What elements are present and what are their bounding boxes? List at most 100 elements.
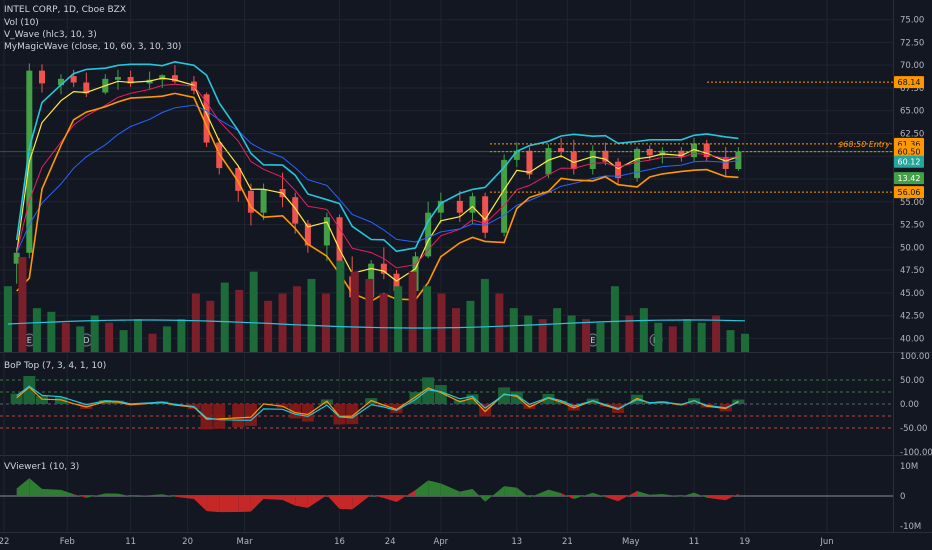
candle[interactable] bbox=[735, 151, 742, 169]
volume-bar[interactable] bbox=[741, 333, 749, 352]
volume-bar[interactable] bbox=[134, 319, 143, 352]
volume-bar[interactable] bbox=[278, 293, 287, 352]
candle[interactable] bbox=[304, 223, 311, 246]
volume-bar[interactable] bbox=[119, 330, 128, 352]
candle[interactable] bbox=[83, 82, 90, 94]
candle[interactable] bbox=[526, 150, 533, 175]
candle[interactable] bbox=[57, 78, 64, 86]
candle[interactable] bbox=[678, 150, 685, 158]
volume-bar[interactable] bbox=[336, 260, 345, 352]
volume-bar[interactable] bbox=[32, 308, 41, 352]
candle[interactable] bbox=[703, 143, 710, 158]
volume-bar[interactable] bbox=[249, 271, 258, 352]
bop-panel[interactable] bbox=[0, 376, 893, 430]
candle[interactable] bbox=[235, 168, 242, 191]
candle[interactable] bbox=[425, 212, 432, 257]
volume-bar[interactable] bbox=[220, 282, 229, 352]
volume-bar[interactable] bbox=[712, 315, 721, 352]
vwave-legend[interactable]: V_Wave (hlc3, 10, 3) bbox=[4, 30, 97, 40]
volume-bar[interactable] bbox=[466, 300, 475, 352]
volume-bar[interactable] bbox=[596, 322, 605, 352]
vviewer-panel[interactable] bbox=[0, 478, 893, 513]
candle[interactable] bbox=[159, 75, 166, 80]
volume-bar[interactable] bbox=[654, 322, 663, 352]
candle[interactable] bbox=[501, 159, 508, 233]
volume-bar[interactable] bbox=[18, 257, 27, 352]
volume-bar[interactable] bbox=[61, 322, 70, 352]
bop-legend[interactable]: BoP Top (7, 3, 4, 1, 10) bbox=[4, 361, 106, 371]
candle[interactable] bbox=[38, 70, 45, 84]
candle[interactable] bbox=[589, 150, 596, 169]
candle[interactable] bbox=[570, 151, 577, 169]
volume-bar[interactable] bbox=[495, 293, 504, 352]
candle[interactable] bbox=[691, 143, 698, 158]
volume-bar[interactable] bbox=[683, 319, 692, 352]
candle[interactable] bbox=[437, 200, 444, 213]
volume-bar[interactable] bbox=[538, 319, 547, 352]
candle[interactable] bbox=[659, 150, 666, 156]
volume-bar[interactable] bbox=[206, 300, 215, 352]
candle[interactable] bbox=[380, 263, 387, 274]
volume-bar[interactable] bbox=[76, 326, 85, 352]
candle[interactable] bbox=[513, 150, 520, 160]
candle[interactable] bbox=[70, 76, 77, 83]
candle[interactable] bbox=[323, 217, 330, 246]
volume-bar[interactable] bbox=[379, 293, 388, 352]
volume-bar[interactable] bbox=[639, 308, 648, 352]
candle[interactable] bbox=[393, 273, 400, 291]
volume-bar[interactable] bbox=[264, 300, 273, 352]
volume-panel[interactable] bbox=[4, 257, 749, 352]
price-panel[interactable]: $60.50 EntryEDED bbox=[0, 60, 893, 347]
volume-bar[interactable] bbox=[567, 315, 576, 352]
volume-bar[interactable] bbox=[524, 315, 533, 352]
candle[interactable] bbox=[602, 150, 609, 162]
candle[interactable] bbox=[336, 217, 343, 277]
candle[interactable] bbox=[646, 148, 653, 156]
volume-bar[interactable] bbox=[162, 326, 171, 352]
volume-bar[interactable] bbox=[509, 308, 518, 352]
volume-bar[interactable] bbox=[668, 326, 677, 352]
volume-bar[interactable] bbox=[105, 322, 114, 352]
candle[interactable] bbox=[292, 197, 299, 224]
candle[interactable] bbox=[722, 157, 729, 169]
volume-bar[interactable] bbox=[235, 289, 244, 352]
candle[interactable] bbox=[171, 75, 178, 82]
volume-bar[interactable] bbox=[437, 293, 446, 352]
mymagicwave-legend[interactable]: MyMagicWave (close, 10, 60, 3, 10, 30) bbox=[4, 42, 181, 52]
vviewer-legend[interactable]: VViewer1 (10, 3) bbox=[4, 462, 79, 472]
volume-bar[interactable] bbox=[610, 286, 619, 352]
vol-legend[interactable]: Vol (10) bbox=[4, 18, 39, 28]
candle[interactable] bbox=[545, 148, 552, 175]
volume-bar[interactable] bbox=[553, 308, 562, 352]
volume-bar[interactable] bbox=[480, 278, 489, 352]
volume-bar[interactable] bbox=[423, 286, 432, 352]
candle[interactable] bbox=[482, 196, 489, 233]
candle[interactable] bbox=[260, 189, 267, 213]
candle[interactable] bbox=[114, 77, 121, 80]
volume-bar[interactable] bbox=[321, 293, 330, 352]
candle[interactable] bbox=[456, 200, 463, 213]
volume-bar[interactable] bbox=[625, 315, 634, 352]
volume-bar[interactable] bbox=[4, 286, 12, 352]
candle[interactable] bbox=[615, 161, 622, 179]
candle[interactable] bbox=[216, 142, 223, 169]
volume-bar[interactable] bbox=[47, 311, 56, 352]
volume-bar[interactable] bbox=[365, 278, 374, 352]
volume-bar[interactable] bbox=[408, 271, 417, 352]
volume-bar[interactable] bbox=[697, 322, 706, 352]
volume-bar[interactable] bbox=[394, 286, 403, 352]
candle[interactable] bbox=[469, 196, 476, 213]
volume-bar[interactable] bbox=[726, 330, 735, 352]
candle[interactable] bbox=[247, 190, 254, 213]
volume-bar[interactable] bbox=[148, 333, 157, 352]
volume-bar[interactable] bbox=[177, 319, 186, 352]
volume-bar[interactable] bbox=[90, 315, 99, 352]
volume-bar[interactable] bbox=[582, 319, 591, 352]
candle[interactable] bbox=[558, 148, 565, 152]
candle[interactable] bbox=[127, 77, 134, 84]
candle[interactable] bbox=[634, 148, 641, 179]
volume-bar[interactable] bbox=[307, 278, 316, 352]
volume-bar[interactable] bbox=[451, 308, 460, 352]
volume-bar[interactable] bbox=[293, 286, 302, 352]
